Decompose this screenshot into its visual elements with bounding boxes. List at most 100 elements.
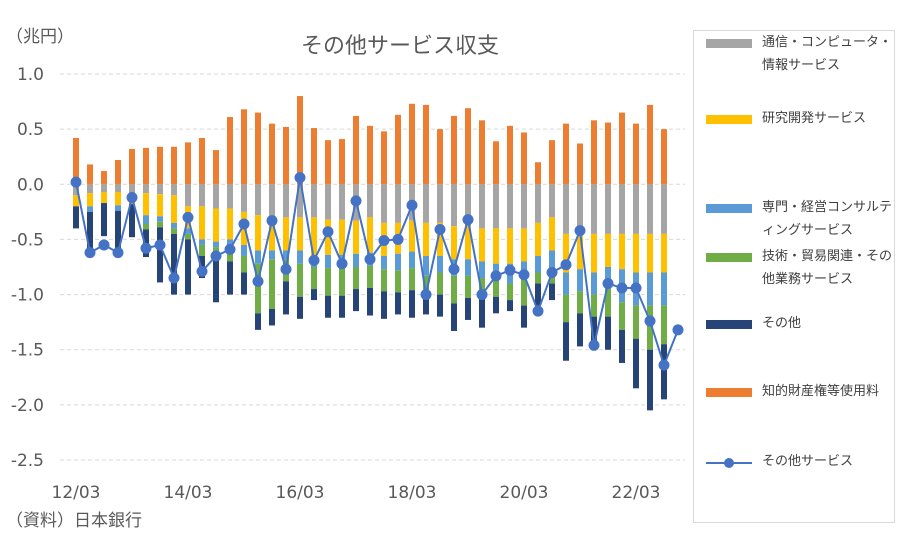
line-point: [308, 254, 320, 266]
legend-label: 通信・コンピュータ・情報サービス: [762, 35, 893, 73]
y-tick-label: 1.0: [17, 65, 44, 85]
bar-segment: [283, 250, 289, 260]
line-point: [294, 172, 306, 184]
bar-segment: [199, 137, 205, 185]
line-point: [658, 359, 670, 371]
bar-segment: [521, 184, 527, 229]
bar-segment: [633, 338, 639, 389]
bar-segment: [577, 184, 583, 234]
bar-segment: [241, 244, 247, 256]
unit-label: （兆円）: [6, 27, 74, 47]
bar-segment: [297, 184, 303, 218]
line-point: [672, 324, 684, 336]
bar-segment: [661, 233, 667, 273]
bar-segment: [465, 108, 471, 185]
bar-segment: [493, 228, 499, 264]
bar-segment: [87, 206, 93, 212]
bar-segment: [577, 233, 583, 270]
bar-segment: [437, 222, 443, 256]
chart-plot-area: 1.0 0.5 0.0 -0.5 -1.0 -1.5 -2.0 -2.5 12/03 14/03 1…: [11, 65, 685, 500]
bar-segment: [493, 141, 499, 185]
bar-segment: [311, 184, 317, 218]
bar-segment: [353, 289, 359, 312]
line-point: [168, 272, 180, 284]
bar-segment: [409, 268, 415, 291]
bar-segment: [213, 258, 219, 303]
bar-segment: [563, 184, 569, 234]
bar-segment: [563, 294, 569, 323]
bar-segment: [143, 215, 149, 224]
bar-segment: [199, 244, 205, 256]
bar-segment: [395, 253, 401, 271]
bar-segment: [283, 281, 289, 315]
bar-segment: [339, 268, 345, 296]
bar-segment: [367, 265, 373, 288]
bar-segment: [535, 255, 541, 273]
bar-segment: [241, 255, 247, 273]
bar-segment: [255, 250, 261, 264]
bar-segment: [185, 233, 191, 240]
bar-segment: [619, 302, 625, 330]
bar-segment: [199, 206, 205, 240]
bar-segment: [73, 184, 79, 196]
legend-marker-icon: [724, 458, 734, 468]
bar-segment: [465, 297, 471, 320]
bar-segment: [213, 208, 219, 242]
bar-segment: [87, 193, 93, 207]
bar-segment: [185, 184, 191, 207]
bar-segment: [311, 289, 317, 301]
line-point: [126, 192, 138, 204]
bar-segment: [493, 184, 499, 229]
line-point: [420, 289, 432, 301]
line-point: [490, 270, 502, 282]
bar-segment: [661, 344, 667, 400]
bar-segment: [619, 233, 625, 270]
bar-segment: [409, 251, 415, 269]
y-tick-label: -1.5: [11, 341, 44, 361]
bar-segment: [101, 171, 107, 185]
bar-segment: [255, 263, 261, 314]
bar-segment: [605, 184, 611, 234]
bar-segment: [241, 272, 247, 295]
bar-segment: [465, 275, 471, 298]
line-point: [280, 263, 292, 275]
bar-segment: [549, 184, 555, 218]
line-point: [266, 215, 278, 227]
bar-segment: [199, 239, 205, 245]
bar-segment: [241, 184, 247, 212]
bar-segment: [451, 275, 457, 304]
bar-segment: [535, 222, 541, 256]
bar-segment: [311, 217, 317, 256]
x-tick-label: 16/03: [276, 483, 325, 500]
bar-segment: [115, 210, 121, 255]
bar-segment: [507, 228, 513, 264]
bar-segment: [577, 291, 583, 314]
bar-segment: [227, 208, 233, 240]
bar-segment: [73, 195, 79, 207]
line-point: [252, 275, 264, 287]
bar-segment: [255, 184, 261, 216]
line-point: [392, 233, 404, 245]
bar-segment: [423, 297, 429, 315]
bar-segment: [577, 313, 583, 347]
bar-segment: [339, 139, 345, 185]
bar-segment: [129, 184, 135, 194]
bar-segment: [339, 295, 345, 318]
bar-segment: [619, 184, 625, 234]
bar-segment: [87, 164, 93, 185]
line-point: [462, 214, 474, 226]
bar-segment: [297, 250, 303, 264]
bar-segment: [269, 308, 275, 326]
line-point: [406, 199, 418, 211]
bar-segment: [451, 226, 457, 260]
bar-segment: [633, 233, 639, 273]
bar-segment: [381, 255, 387, 270]
bar-segment: [227, 261, 233, 295]
bar-segment: [213, 184, 219, 209]
bar-segment: [423, 255, 429, 276]
bar-segment: [535, 283, 541, 306]
bar-segment: [311, 267, 317, 290]
line-point: [364, 253, 376, 265]
legend-label: その他: [762, 316, 802, 331]
bar-segment: [647, 104, 653, 185]
